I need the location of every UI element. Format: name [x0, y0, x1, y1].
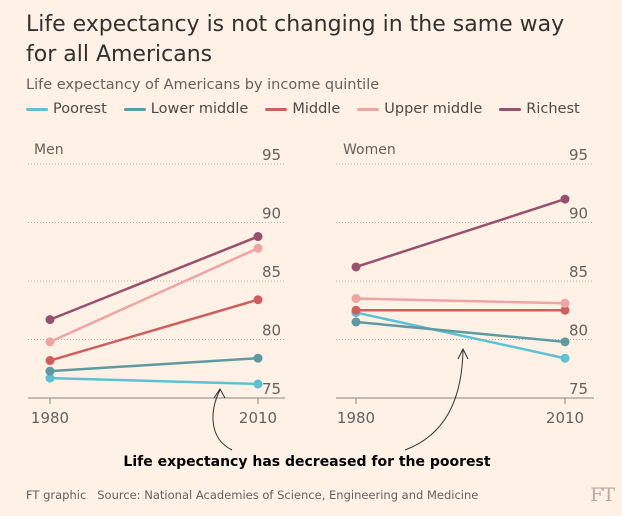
ft-logo: FT [590, 484, 615, 506]
y-tick-label: 80 [569, 322, 588, 340]
annotation-arrowhead-men [213, 388, 226, 399]
footer-source: Source: National Academies of Science, E… [97, 488, 479, 502]
annotation-arrowhead-women [457, 347, 469, 360]
series-line-middle [49, 298, 259, 362]
point-poorest-2010 [253, 379, 263, 389]
legend-item-upper-middle: Upper middle [357, 101, 482, 117]
point-upper-middle-1980 [351, 294, 361, 304]
point-middle-1980 [45, 356, 55, 366]
point-richest-1980 [351, 262, 361, 272]
x-tick-label: 1980 [31, 409, 69, 427]
chart-title: Life expectancy is not changing in the s… [26, 12, 565, 67]
point-richest-2010 [253, 232, 263, 242]
chart-subtitle: Life expectancy of Americans by income q… [26, 77, 380, 93]
series-line-lower-middle [49, 356, 259, 373]
point-lower-middle-2010 [253, 353, 263, 363]
annotation-text: Life expectancy has decreased for the po… [123, 454, 490, 470]
point-lower-middle-2010 [560, 337, 570, 347]
legend-item-middle: Middle [265, 101, 340, 117]
series-line-richest [355, 197, 566, 269]
point-upper-middle-2010 [253, 243, 263, 253]
series-line-poorest [49, 376, 259, 386]
point-lower-middle-1980 [45, 366, 55, 376]
series-line-upper-middle [355, 297, 566, 305]
legend: Poorest Lower middle Middle Upper middle… [26, 101, 597, 117]
point-middle-2010 [560, 305, 570, 315]
point-lower-middle-1980 [351, 317, 361, 327]
y-tick-label: 75 [569, 380, 588, 398]
x-tick-label: 2010 [239, 409, 277, 427]
series-line-upper-middle [49, 247, 259, 343]
panel-women: Women 95 90 85 80 75 1980 2010 [336, 142, 594, 427]
y-tick-label: 90 [569, 205, 588, 223]
legend-label: Poorest [53, 101, 107, 117]
series-line-lower-middle [355, 320, 566, 344]
point-richest-2010 [560, 194, 570, 204]
series-line-richest [49, 235, 259, 321]
legend-swatch-upper-middle [357, 107, 380, 111]
point-upper-middle-2010 [560, 298, 570, 308]
panel-title-men: Men [34, 142, 64, 158]
y-tick-label: 95 [569, 146, 588, 164]
y-tick-label: 75 [262, 380, 281, 398]
footer-credit: FT graphic [26, 488, 87, 502]
point-upper-middle-1980 [45, 337, 55, 347]
legend-label: Richest [526, 101, 580, 117]
annotation-arrow-women [404, 349, 464, 451]
panel-men: Men 95 90 85 80 75 1980 2010 [28, 142, 285, 427]
legend-label: Middle [292, 101, 341, 117]
legend-label: Upper middle [384, 101, 483, 117]
y-tick-label: 80 [262, 322, 281, 340]
y-tick-label: 85 [569, 263, 588, 281]
point-poorest-1980 [45, 373, 55, 383]
point-middle-2010 [253, 295, 263, 305]
x-tick-label: 1980 [337, 409, 375, 427]
series-line-poorest [355, 311, 566, 360]
footer: FT graphic Source: National Academies of… [26, 488, 478, 502]
panel-title-women: Women [343, 142, 396, 158]
legend-item-lower-middle: Lower middle [123, 101, 249, 117]
point-richest-1980 [45, 315, 55, 325]
legend-swatch-middle [265, 107, 288, 111]
legend-swatch-richest [499, 107, 522, 111]
point-middle-1980 [351, 305, 361, 315]
legend-item-richest: Richest [499, 101, 580, 117]
y-tick-label: 85 [262, 263, 281, 281]
y-tick-label: 90 [262, 205, 281, 223]
legend-label: Lower middle [150, 101, 249, 117]
point-poorest-2010 [560, 353, 570, 363]
legend-swatch-lower-middle [123, 107, 146, 111]
annotation-arrow-men [212, 389, 233, 451]
x-tick-label: 2010 [546, 409, 584, 427]
y-tick-label: 95 [262, 146, 281, 164]
legend-item-poorest: Poorest [26, 101, 107, 117]
legend-swatch-poorest [26, 107, 48, 111]
